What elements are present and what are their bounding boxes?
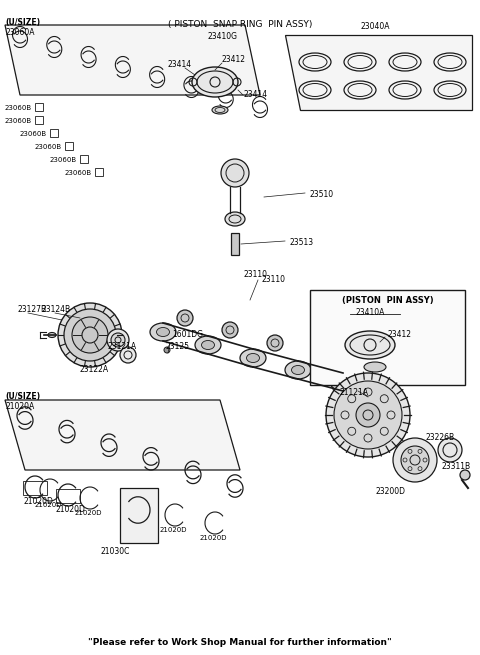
Bar [23,481,47,495]
Circle shape [334,381,402,449]
Text: 1601DG: 1601DG [172,330,203,339]
Text: 23414: 23414 [168,60,192,69]
Bar [95,168,103,176]
Circle shape [326,373,410,457]
Ellipse shape [364,362,386,372]
Text: 23410A: 23410A [355,308,384,317]
Text: 23121A: 23121A [107,342,136,351]
Text: 21020D: 21020D [56,505,86,514]
Circle shape [72,317,108,353]
Text: 23412: 23412 [388,330,412,339]
Text: 23110: 23110 [243,270,267,279]
Circle shape [221,159,249,187]
Circle shape [401,446,429,474]
Text: 23060B: 23060B [50,157,77,163]
Text: (U/SIZE): (U/SIZE) [5,18,40,27]
Ellipse shape [240,349,266,367]
Text: 23311B: 23311B [442,462,470,471]
Circle shape [107,329,129,351]
Bar [35,116,43,124]
Bar [56,489,80,503]
Ellipse shape [156,328,169,337]
Circle shape [164,347,170,353]
Circle shape [177,310,193,326]
Text: 23060B: 23060B [20,131,47,137]
Circle shape [312,348,328,364]
Circle shape [111,333,125,347]
Text: 23513: 23513 [290,238,314,247]
Circle shape [64,309,116,361]
Ellipse shape [212,106,228,114]
Text: 23125: 23125 [165,342,189,351]
Ellipse shape [150,323,176,341]
Ellipse shape [195,336,221,354]
Circle shape [393,438,437,482]
Text: 23410G: 23410G [207,32,237,41]
Circle shape [120,347,136,363]
Circle shape [267,335,283,351]
Text: 21020D: 21020D [200,535,228,541]
Text: 23060B: 23060B [5,118,32,124]
Ellipse shape [336,377,349,386]
Text: 21020A: 21020A [5,402,34,411]
Circle shape [356,403,380,427]
Text: 23510: 23510 [310,190,334,199]
Text: 23060B: 23060B [35,144,62,150]
Polygon shape [285,35,472,110]
Ellipse shape [48,333,56,337]
Text: 23412: 23412 [222,55,246,64]
Bar [65,142,73,150]
Bar [231,233,239,255]
Ellipse shape [330,373,356,391]
Ellipse shape [247,354,260,362]
Ellipse shape [345,331,395,359]
Text: 23060B: 23060B [65,170,92,176]
Text: 21030C: 21030C [100,547,130,556]
Bar [35,103,43,111]
Ellipse shape [202,341,215,350]
Text: 21121A: 21121A [340,388,369,397]
Text: (PISTON  PIN ASSY): (PISTON PIN ASSY) [342,296,434,305]
Ellipse shape [285,361,311,379]
Bar [310,290,465,385]
Circle shape [438,438,462,462]
Text: 23414: 23414 [243,90,267,99]
Text: 23060B: 23060B [5,105,32,111]
Text: 21020D: 21020D [75,510,103,516]
Polygon shape [5,25,260,95]
Text: 23110: 23110 [262,275,286,284]
Text: 23060A: 23060A [5,28,35,37]
Text: 23127B: 23127B [18,305,47,314]
Circle shape [460,470,470,480]
Circle shape [58,303,122,367]
Bar [50,129,58,137]
Text: 23226B: 23226B [425,433,455,442]
Text: 21020D: 21020D [23,497,53,506]
Bar [120,488,158,543]
Ellipse shape [291,365,304,375]
Ellipse shape [192,67,238,97]
Ellipse shape [225,212,245,226]
Text: 23124B: 23124B [42,305,71,314]
Text: ( PISTON  SNAP RING  PIN ASSY): ( PISTON SNAP RING PIN ASSY) [168,20,312,29]
Circle shape [222,322,238,338]
Text: 21020D: 21020D [35,502,62,508]
Polygon shape [5,400,240,470]
Text: 23122A: 23122A [80,365,109,374]
Text: 21020D: 21020D [160,527,188,533]
Text: 23200D: 23200D [375,487,405,496]
Text: (U/SIZE): (U/SIZE) [5,392,40,401]
Bar [80,155,88,163]
Text: 23040A: 23040A [360,22,390,31]
Text: "Please refer to Work Shop Manual for further information": "Please refer to Work Shop Manual for fu… [88,638,392,647]
